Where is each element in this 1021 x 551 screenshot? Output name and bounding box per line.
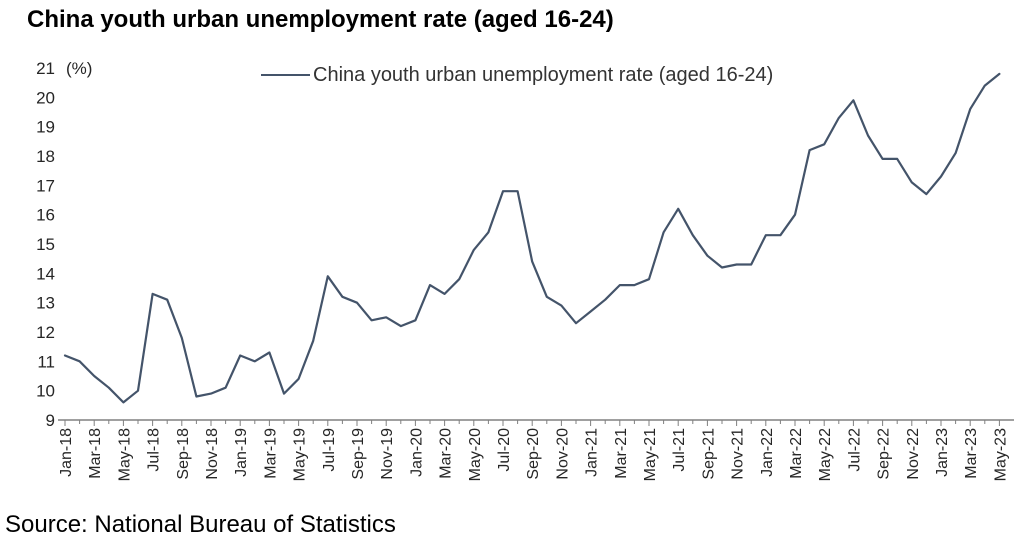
y-tick-label: 12: [36, 323, 55, 342]
x-tick-label: Nov-21: [730, 428, 747, 480]
y-tick-label: 11: [37, 352, 55, 371]
y-tick-label: 14: [36, 264, 55, 283]
unemployment-line-series: [63, 72, 1001, 404]
x-tick-label: Nov-22: [905, 428, 922, 480]
x-tick-label: Mar-18: [87, 428, 104, 479]
legend-line-swatch: [261, 74, 310, 76]
x-tick-label: Jan-19: [233, 428, 250, 477]
legend-label: China youth urban unemployment rate (age…: [313, 63, 774, 86]
x-tick-label: Mar-22: [788, 428, 805, 479]
y-tick-label: 20: [36, 88, 55, 107]
x-tick-label: Sep-18: [175, 428, 192, 480]
y-tick-label: 13: [36, 294, 55, 313]
y-axis-unit-label: (%): [66, 59, 93, 78]
x-tick-label: Jan-18: [58, 428, 75, 477]
x-tick-label: Mar-20: [438, 428, 455, 479]
x-tick-label: Sep-22: [876, 428, 893, 480]
x-tick-label: Jul-22: [846, 428, 863, 472]
y-tick-label: 17: [36, 176, 55, 195]
x-tick-label: Jan-22: [759, 428, 776, 477]
y-tick-label: 15: [36, 235, 55, 254]
y-tick-label: 10: [36, 382, 55, 401]
x-tick-label: Jan-23: [934, 428, 951, 477]
y-tick-label: 18: [36, 147, 55, 166]
x-tick-label: Mar-23: [963, 428, 980, 479]
x-tick-label: Sep-19: [350, 428, 367, 480]
x-tick-label: Mar-21: [613, 428, 630, 479]
x-tick-label: Jul-21: [671, 428, 688, 472]
x-tick-label: Mar-19: [262, 428, 279, 479]
x-tick-label: May-23: [992, 428, 1009, 481]
source-note: Source: National Bureau of Statistics: [5, 511, 396, 538]
x-tick-label: Sep-20: [525, 428, 542, 480]
x-tick-label: May-20: [467, 428, 484, 481]
x-tick-label: Jul-19: [321, 428, 338, 472]
y-tick-label: 21: [36, 59, 55, 78]
y-tick-label: 19: [36, 118, 55, 137]
x-tick-label: May-22: [817, 428, 834, 481]
x-tick-label: May-18: [116, 428, 133, 481]
x-tick-label: Jul-20: [496, 428, 513, 472]
x-tick-label: May-19: [292, 428, 309, 481]
x-tick-label: Jul-18: [146, 428, 163, 472]
x-tick-label: May-21: [642, 428, 659, 481]
legend: China youth urban unemployment rate (age…: [261, 63, 773, 87]
x-tick-label: Jan-21: [584, 428, 601, 477]
x-tick-label: Nov-20: [554, 428, 571, 480]
x-tick-label: Sep-21: [700, 428, 717, 480]
x-tick-label: Nov-19: [379, 428, 396, 480]
x-tick-label: Nov-18: [204, 428, 221, 480]
y-tick-label: 9: [46, 411, 55, 430]
chart-title: China youth urban unemployment rate (age…: [27, 6, 614, 33]
y-tick-label: 16: [36, 206, 55, 225]
x-tick-label: Jan-20: [408, 428, 425, 477]
